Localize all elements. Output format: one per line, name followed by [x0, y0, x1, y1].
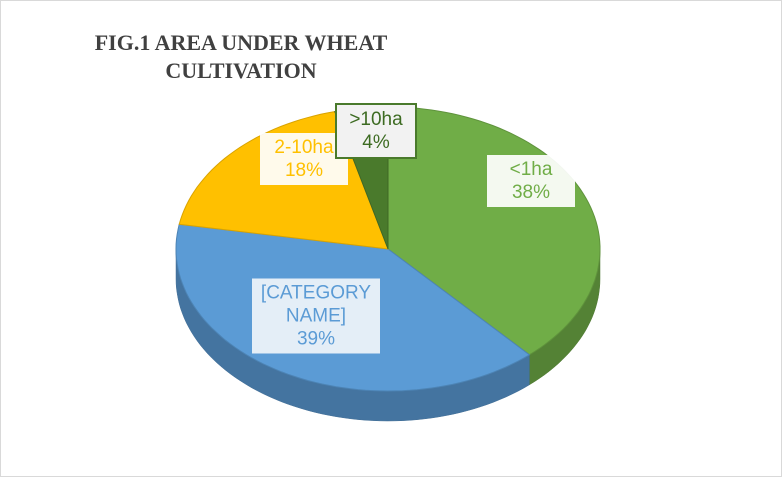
data-label-value: 18%	[284, 160, 324, 181]
data-label-value: 39%	[296, 328, 336, 350]
data-label-name: <1ha	[509, 159, 553, 180]
data-label-value: 4%	[362, 132, 390, 153]
data-label-name: 2-10ha	[274, 137, 334, 158]
data-label: <1ha 38%	[487, 155, 575, 207]
data-label: [CATEGORY NAME] 39%	[252, 278, 380, 354]
data-label-name: >10ha	[349, 109, 403, 130]
chart-title: FIG.1 AREA UNDER WHEAT CULTIVATION	[94, 30, 388, 83]
data-label-value: 38%	[511, 182, 551, 203]
data-label: 2-10ha 18%	[260, 133, 348, 185]
data-label: >10ha 4%	[335, 103, 417, 159]
data-label-name: [CATEGORY NAME]	[260, 282, 372, 327]
